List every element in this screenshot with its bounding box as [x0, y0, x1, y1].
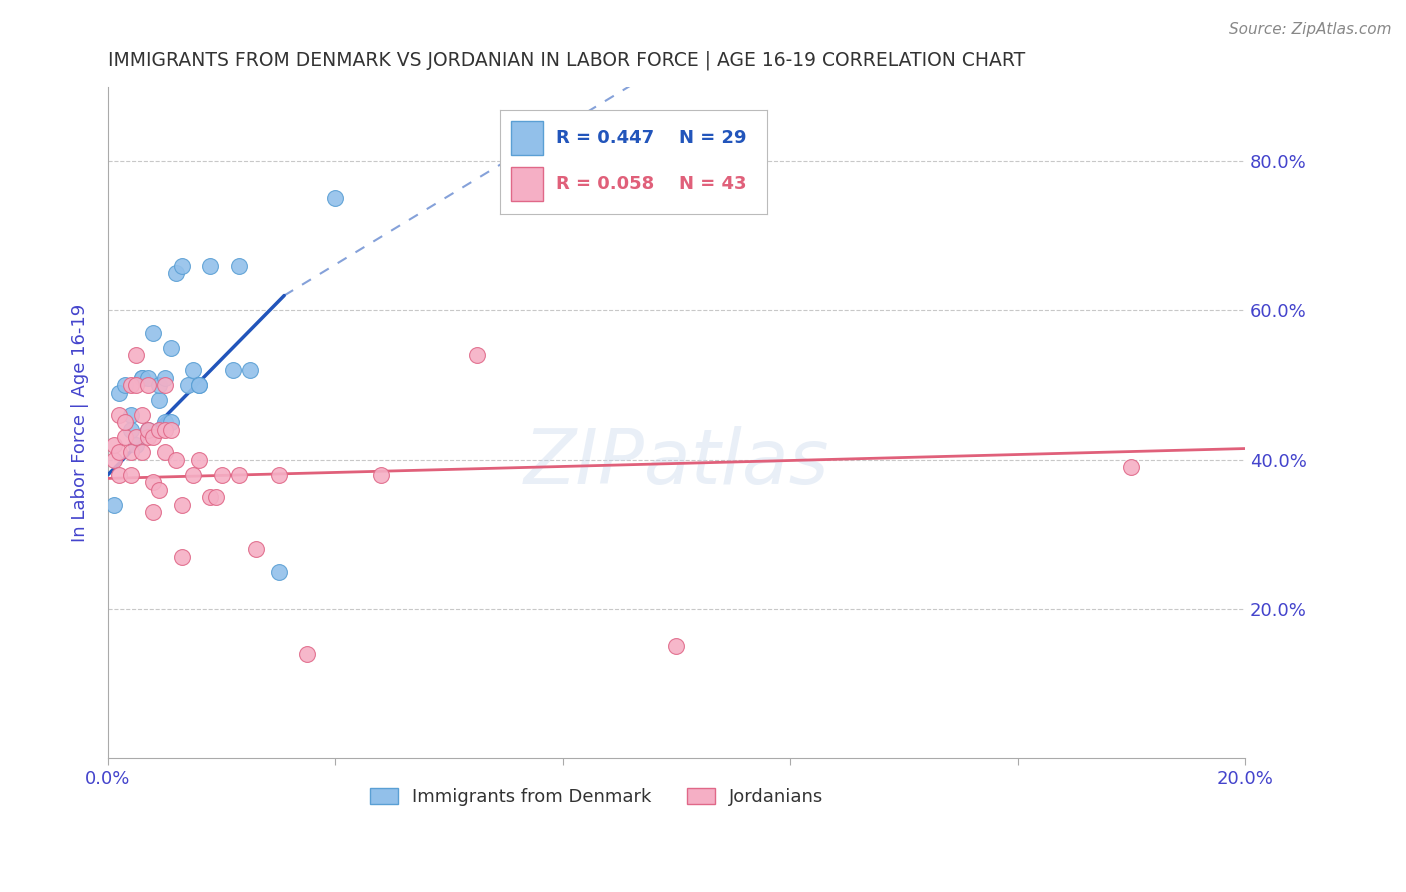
Point — [136, 370, 159, 384]
Point — [136, 423, 159, 437]
Point — [370, 467, 392, 482]
Point — [142, 505, 165, 519]
Point — [153, 378, 176, 392]
Point — [125, 430, 148, 444]
Point — [165, 266, 187, 280]
Point — [159, 416, 181, 430]
Point — [222, 363, 245, 377]
Point — [131, 445, 153, 459]
Point — [228, 259, 250, 273]
Point — [187, 452, 209, 467]
Point — [170, 498, 193, 512]
Point — [125, 348, 148, 362]
Point — [295, 647, 318, 661]
Point — [176, 378, 198, 392]
Point — [211, 467, 233, 482]
Y-axis label: In Labor Force | Age 16-19: In Labor Force | Age 16-19 — [72, 303, 89, 541]
Point — [131, 370, 153, 384]
Point — [170, 549, 193, 564]
Point — [1121, 460, 1143, 475]
Point — [108, 445, 131, 459]
Point — [187, 378, 209, 392]
Point — [103, 438, 125, 452]
Point — [148, 392, 170, 407]
Point — [108, 467, 131, 482]
Point — [114, 378, 136, 392]
Point — [200, 259, 222, 273]
Point — [153, 416, 176, 430]
Point — [125, 438, 148, 452]
Point — [131, 408, 153, 422]
Point — [103, 498, 125, 512]
Point — [120, 467, 142, 482]
Point — [170, 259, 193, 273]
Point — [245, 542, 267, 557]
Point — [159, 341, 181, 355]
Point — [120, 445, 142, 459]
Point — [165, 452, 187, 467]
Point — [159, 423, 181, 437]
Point — [181, 467, 204, 482]
Point — [181, 363, 204, 377]
Point — [136, 378, 159, 392]
Point — [153, 445, 176, 459]
Point — [108, 385, 131, 400]
Point — [200, 490, 222, 504]
Point — [153, 423, 176, 437]
Point — [120, 378, 142, 392]
Legend: Immigrants from Denmark, Jordanians: Immigrants from Denmark, Jordanians — [363, 780, 831, 814]
Point — [239, 363, 262, 377]
Point — [142, 430, 165, 444]
Point — [228, 467, 250, 482]
Text: Source: ZipAtlas.com: Source: ZipAtlas.com — [1229, 22, 1392, 37]
Point — [108, 408, 131, 422]
Point — [467, 348, 489, 362]
Point — [114, 430, 136, 444]
Point — [325, 192, 347, 206]
Point — [103, 452, 125, 467]
Point — [120, 408, 142, 422]
Point — [187, 378, 209, 392]
Text: ZIPatlas: ZIPatlas — [524, 425, 830, 500]
Point — [120, 423, 142, 437]
Point — [267, 467, 290, 482]
Point — [148, 423, 170, 437]
Point — [153, 370, 176, 384]
Point — [665, 640, 688, 654]
Point — [114, 416, 136, 430]
Point — [136, 423, 159, 437]
Point — [125, 378, 148, 392]
Point — [148, 378, 170, 392]
Text: IMMIGRANTS FROM DENMARK VS JORDANIAN IN LABOR FORCE | AGE 16-19 CORRELATION CHAR: IMMIGRANTS FROM DENMARK VS JORDANIAN IN … — [108, 51, 1025, 70]
Point — [148, 483, 170, 497]
Point — [142, 326, 165, 340]
Point — [136, 430, 159, 444]
Point — [131, 370, 153, 384]
Point — [205, 490, 228, 504]
Point — [142, 475, 165, 490]
Point — [267, 565, 290, 579]
